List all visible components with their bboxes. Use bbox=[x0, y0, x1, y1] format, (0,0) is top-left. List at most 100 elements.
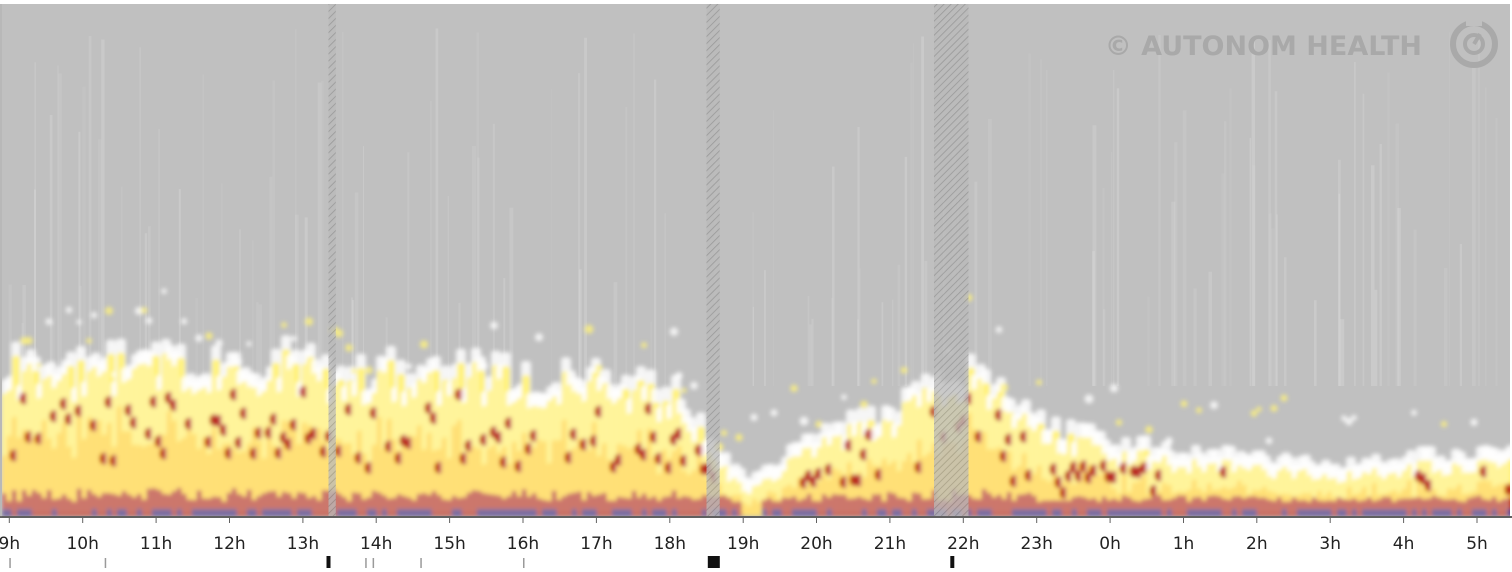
background-streak bbox=[1147, 297, 1149, 386]
x-tick-label: 4h bbox=[1393, 534, 1415, 554]
heatmap-speck bbox=[1266, 437, 1273, 444]
heatmap-speck bbox=[490, 322, 498, 330]
background-streak bbox=[1387, 73, 1389, 386]
background-streak bbox=[1340, 319, 1344, 386]
background-streak bbox=[1449, 32, 1450, 386]
background-streak bbox=[448, 196, 449, 386]
heatmap-speck bbox=[675, 372, 682, 379]
background-streak bbox=[1111, 152, 1112, 386]
artifact-band bbox=[707, 4, 720, 516]
heatmap-speck bbox=[1470, 419, 1477, 426]
background-streak bbox=[1495, 118, 1497, 386]
background-streak bbox=[578, 73, 580, 386]
heatmap-speck bbox=[681, 388, 686, 393]
background-streak bbox=[1339, 194, 1341, 386]
background-streak bbox=[1102, 188, 1104, 386]
heatmap-speck bbox=[901, 367, 908, 374]
background-streak bbox=[436, 28, 439, 386]
heatmap-speck bbox=[46, 318, 53, 325]
x-tick-label: 22h bbox=[947, 534, 979, 554]
background-streak bbox=[913, 44, 915, 387]
background-streak bbox=[1276, 214, 1278, 386]
background-streak bbox=[1268, 40, 1271, 386]
event-marker bbox=[327, 556, 331, 568]
background-streak bbox=[50, 115, 53, 386]
heatmap-speck bbox=[181, 318, 187, 324]
background-streak bbox=[89, 36, 92, 386]
event-marker bbox=[365, 558, 367, 568]
background-streak bbox=[493, 124, 495, 386]
background-streak bbox=[1371, 165, 1375, 386]
heatmap-speck bbox=[1145, 426, 1153, 434]
background-streak bbox=[1414, 230, 1417, 386]
background-streak bbox=[1028, 54, 1031, 386]
heatmap-speck bbox=[76, 320, 81, 325]
background-streak bbox=[363, 146, 364, 386]
background-streak bbox=[911, 63, 913, 386]
background-streak bbox=[1460, 244, 1462, 386]
x-tick-label: 3h bbox=[1319, 534, 1341, 554]
heatmap-speck bbox=[790, 385, 797, 392]
heatmap-speck bbox=[141, 307, 147, 313]
x-tick-label: 13h bbox=[287, 534, 319, 554]
background-streak bbox=[430, 101, 431, 386]
heatmap-speck bbox=[335, 329, 343, 337]
background-streak bbox=[1092, 251, 1095, 386]
x-tick-label: 20h bbox=[800, 534, 832, 554]
background-streak bbox=[1472, 67, 1476, 387]
heatmap-speck bbox=[770, 409, 777, 416]
heatmap-speck bbox=[25, 337, 33, 345]
heatmap-speck bbox=[841, 394, 847, 400]
heatmap-speck bbox=[750, 414, 757, 421]
background-streak bbox=[58, 73, 62, 386]
heatmap-speck bbox=[345, 344, 352, 351]
background-streak bbox=[811, 319, 813, 386]
heatmap-speck bbox=[641, 342, 647, 348]
background-streak bbox=[1117, 88, 1119, 386]
background-streak bbox=[1158, 35, 1161, 386]
heatmap-speck bbox=[535, 333, 543, 341]
watermark-text: © AUTONOM HEALTH bbox=[1105, 31, 1422, 62]
heatmap-speck bbox=[420, 340, 428, 348]
background-streak bbox=[988, 119, 992, 386]
heatmap-speck bbox=[1256, 407, 1261, 412]
background-streak bbox=[1478, 38, 1480, 387]
heatmap-speck bbox=[1271, 405, 1278, 412]
heatmap-speck bbox=[215, 339, 223, 347]
background-streak bbox=[252, 240, 253, 386]
x-tick-label: 17h bbox=[580, 534, 612, 554]
background-streak bbox=[1194, 289, 1197, 387]
background-streak bbox=[625, 107, 627, 386]
heatmap-speck bbox=[1085, 394, 1094, 403]
heatmap-speck bbox=[86, 338, 92, 344]
x-tick-label: 10h bbox=[66, 534, 98, 554]
event-marker bbox=[420, 558, 422, 568]
background-streak bbox=[476, 32, 479, 386]
x-tick-label: 11h bbox=[140, 534, 172, 554]
heatmap-speck bbox=[236, 358, 242, 364]
x-tick-label: 15h bbox=[433, 534, 465, 554]
heatmap-speck bbox=[111, 372, 116, 377]
background-streak bbox=[892, 300, 893, 386]
heatmap-speck bbox=[281, 322, 287, 328]
background-streak bbox=[753, 307, 754, 386]
event-marker bbox=[950, 556, 954, 568]
background-streak bbox=[831, 298, 834, 386]
background-streak bbox=[882, 302, 884, 386]
heatmap-speck bbox=[1110, 384, 1118, 392]
background-streak bbox=[407, 152, 409, 386]
background-streak bbox=[1375, 290, 1378, 386]
background-streak bbox=[551, 89, 552, 386]
x-tick-label: 19h bbox=[727, 534, 759, 554]
background-streak bbox=[905, 157, 907, 386]
background-streak bbox=[1444, 268, 1447, 386]
heatmap-speck bbox=[351, 368, 357, 374]
background-streak bbox=[1250, 138, 1252, 386]
background-streak bbox=[1396, 124, 1399, 386]
heatmap-speck bbox=[146, 317, 153, 324]
heatmap-speck bbox=[1251, 410, 1258, 417]
heatmap-speck bbox=[1210, 401, 1218, 409]
heatmap-speck bbox=[195, 334, 202, 341]
event-marker bbox=[105, 558, 107, 568]
